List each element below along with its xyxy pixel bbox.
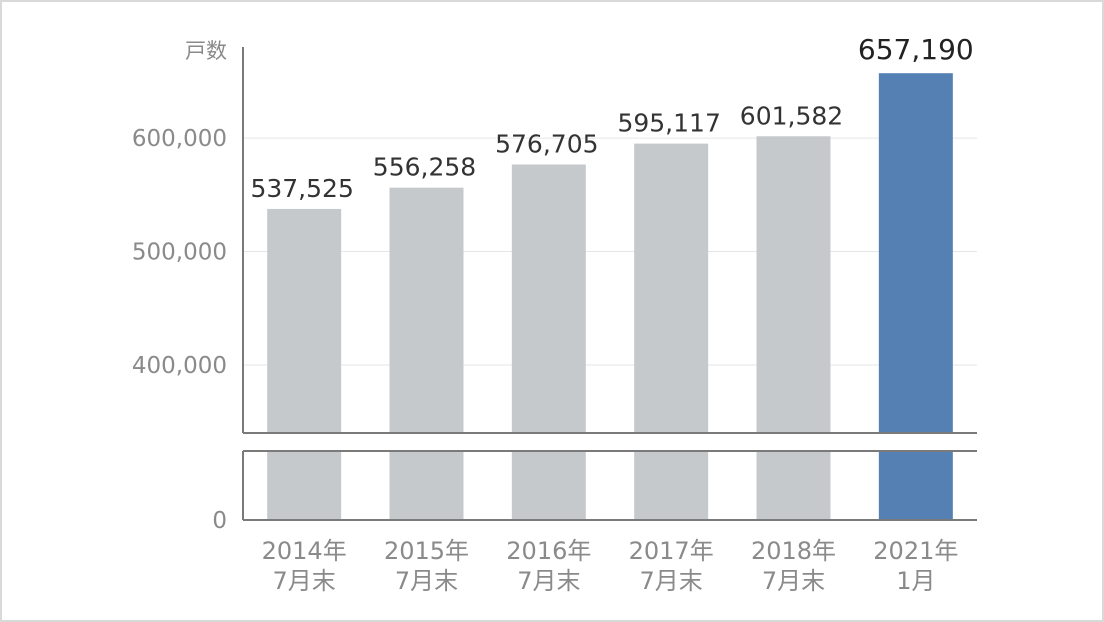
bar [878,73,953,433]
x-tick-label-line2: 7月末 [762,567,825,595]
x-tick-label-line2: 7月末 [395,567,458,595]
data-label: 537,525 [250,174,353,203]
bar-lower-segment [756,451,831,520]
y-tick-label: 500,000 [132,240,227,266]
bar-lower-segment [389,451,464,520]
bar-lower-segment [634,451,709,520]
bar [634,143,709,433]
data-label: 576,705 [495,129,598,158]
x-tick-label: 2016年 [506,537,591,565]
y-tick-label: 400,000 [132,353,227,379]
y-unit-label: 戸数 [185,39,227,63]
x-tick-label: 2015年 [384,537,469,565]
bar [267,208,342,433]
bar-lower-segment [878,451,953,520]
x-tick-label-line2: 7月末 [273,567,336,595]
bar [511,164,586,433]
x-tick-label: 2018年 [751,537,836,565]
y-tick-label: 600,000 [132,126,227,152]
x-tick-label: 2017年 [629,537,714,565]
x-tick-label-line2: 7月末 [640,567,703,595]
data-label: 601,582 [740,101,843,130]
data-label: 595,117 [617,109,720,138]
bar [756,136,831,433]
x-tick-label-line2: 7月末 [517,567,580,595]
bar [389,187,464,433]
y-tick-label: 0 [212,508,227,534]
x-tick-label-line2: 1月 [896,567,935,595]
data-label: 657,190 [858,33,974,66]
bar-lower-segment [511,451,586,520]
data-label: 556,258 [373,153,476,182]
x-tick-label: 2021年 [873,537,958,565]
x-tick-label: 2014年 [262,537,347,565]
bar-lower-segment [267,451,342,520]
